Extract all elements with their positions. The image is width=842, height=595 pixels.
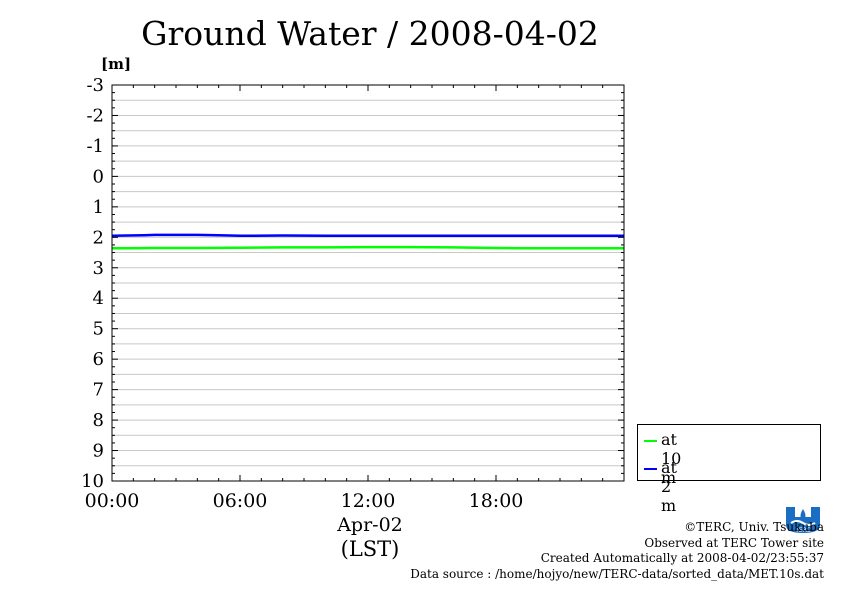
credits: ©TERC, Univ. Tsukuba Observed at TERC To… [410,520,824,582]
y-tick-label: 5 [93,319,104,340]
series-lines [111,233,624,250]
series-line [111,245,624,250]
series-line [111,233,624,238]
copyright-text: ©TERC, Univ. Tsukuba [684,520,824,534]
y-tick-label: 9 [93,441,104,462]
y-tick-label: -3 [86,75,104,96]
y-tick-label: -2 [86,105,104,126]
y-axis: -3 -2 -1 0 1 2 3 4 5 6 7 8 9 10 [81,75,624,492]
y-tick-label: 2 [93,227,104,248]
y-tick-label: 7 [93,380,104,401]
site-text: Observed at TERC Tower site [644,535,824,550]
y-axis-label: [m] [101,55,132,73]
source-text: Data source : /home/hojyo/new/TERC-data/… [410,566,824,581]
y-tick-label: 1 [93,197,104,218]
x-axis-timezone-label: (LST) [340,537,400,561]
x-tick-label: 00:00 [85,490,140,512]
legend: at 10 m at 2 m [637,424,821,515]
logo-text: TERC [794,527,811,534]
grid [112,99,624,467]
legend-swatch [644,440,657,442]
y-tick-label: 6 [93,349,104,370]
legend-label: at 10 m [661,430,682,487]
y-tick-label: 3 [93,258,104,279]
x-axis-date-label: Apr-02 [337,514,403,536]
terc-logo: TERC [786,507,820,534]
chart-title: Ground Water / 2008-04-02 [141,14,599,53]
y-tick-label: 4 [93,288,104,309]
x-axis: 00:00 06:00 12:00 18:00 [85,85,625,512]
legend-swatch [644,468,657,470]
y-tick-label: 8 [93,410,104,431]
y-tick-label: -1 [86,136,104,157]
x-tick-label: 06:00 [213,490,268,512]
created-text: Created Automatically at 2008-04-02/23:5… [540,551,824,565]
legend-label: at 2 m [661,458,677,515]
y-tick-label: 10 [81,471,104,492]
y-tick-label: 0 [93,166,104,187]
x-tick-label: 12:00 [341,490,396,512]
x-tick-label: 18:00 [469,490,524,512]
